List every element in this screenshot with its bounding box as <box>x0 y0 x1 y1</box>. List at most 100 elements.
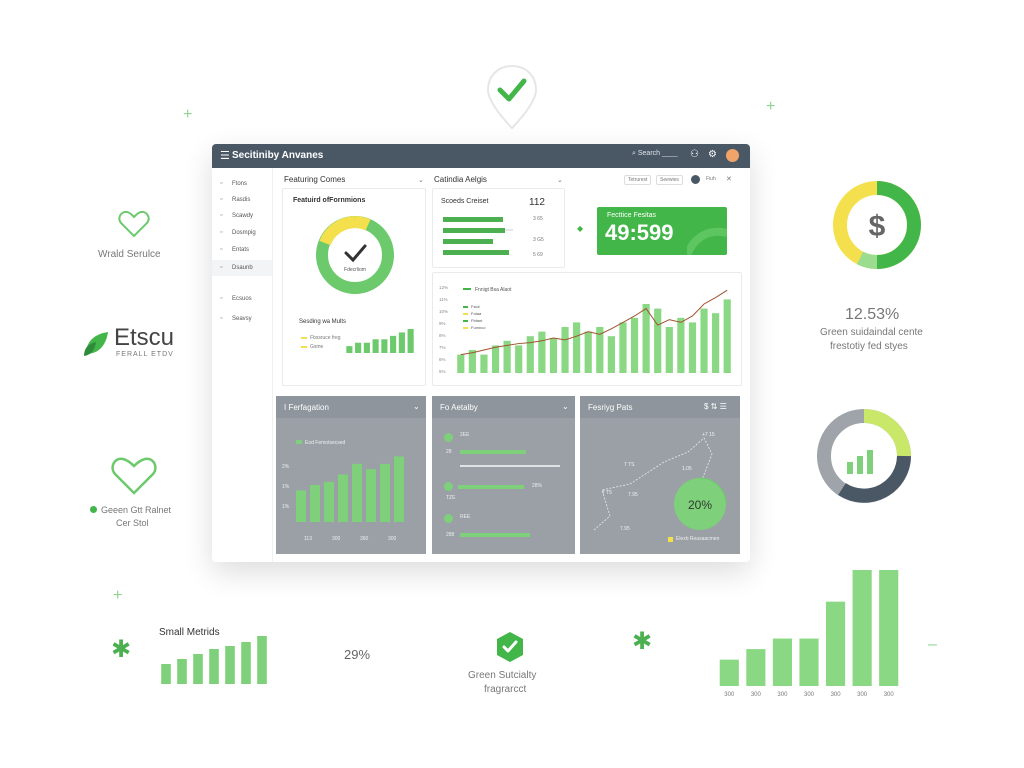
window-header: ☰ Secitiniby Anvanes ⌕ Search ____ ⚇ ⚙ <box>212 144 750 168</box>
progress-value: 5 69 <box>533 252 543 258</box>
avatar[interactable] <box>726 149 739 162</box>
main-bar <box>700 308 708 373</box>
main-bar <box>607 336 615 373</box>
panel1-ytick: 1% <box>282 484 290 490</box>
panel-header: Fo Aetalby <box>432 396 575 418</box>
progress-value: 3 G5 <box>533 237 544 243</box>
toolbar-label: Fiuh <box>706 176 716 182</box>
main-bar <box>596 327 604 373</box>
panel1-bar <box>295 490 307 522</box>
panel2-item: 28% <box>532 483 543 489</box>
donut-label: Fdecrliom <box>344 267 366 273</box>
main-bar <box>712 313 720 373</box>
network-label: +7 15 <box>702 432 715 438</box>
panel2-bar <box>460 533 530 537</box>
diamond-icon: ◆ <box>577 224 584 233</box>
panel-header: Fesriyg Pats <box>580 396 740 418</box>
sidebar-item[interactable]: ▫ Ftons <box>220 180 248 187</box>
settings-icon[interactable]: ⚙ <box>708 149 717 160</box>
sidebar-item[interactable]: ▫ Rasdis <box>220 196 251 203</box>
panel2-bar <box>460 450 526 454</box>
legend-swatch <box>463 320 468 322</box>
panel-aetalby: Fo Aetalby ⌄ 2EE 28 TZE 28% REE 288 <box>432 396 575 554</box>
main-bar <box>561 327 569 373</box>
bottom-right-bar <box>719 659 739 686</box>
chevron-down-icon[interactable]: ⌄ <box>418 177 424 184</box>
heart-icon <box>118 210 150 238</box>
shield-check-icon <box>497 632 523 662</box>
main-bar <box>480 354 488 373</box>
progress-number: 112 <box>529 197 545 208</box>
percent-donut: 20% <box>674 477 727 530</box>
main-bar <box>688 322 697 373</box>
search-input[interactable]: ⌕ Search ____ <box>632 150 678 157</box>
network-label: 7 T5 <box>602 490 612 496</box>
panel1-legend: Eod Femotsecsed <box>305 440 346 446</box>
bottom-right-bar <box>879 570 899 686</box>
main-bar <box>642 304 650 373</box>
panel2-item: 288 <box>446 532 455 538</box>
leaf-logo-icon <box>84 332 108 356</box>
main-bar <box>573 322 581 373</box>
main-bar <box>526 336 534 373</box>
mini-bar <box>398 332 405 353</box>
dark-toggle-icon[interactable] <box>691 175 700 184</box>
bottom-right-bar-chart: 300 300 300 300 300 300 300 <box>719 570 899 698</box>
toolbar-button[interactable]: Seewies <box>656 175 683 185</box>
main-bar <box>515 345 523 373</box>
highlight-label: Fecttice Fesitas <box>607 212 657 219</box>
status-dot <box>444 482 453 491</box>
panel-ferfagation: I Ferfagation ⌄ Eod Femotsecsed 2% 1% 1% 113… <box>276 396 426 554</box>
sidebar-item[interactable]: ▫ Entats <box>220 246 250 253</box>
right-percent: 12.53% <box>845 306 900 323</box>
panel1-bar <box>351 463 363 522</box>
panel1-bar <box>365 469 377 522</box>
panel2-item: 28 <box>446 449 452 455</box>
chevron-down-icon[interactable]: ⌄ <box>413 402 420 411</box>
mini-legend-1: Fbssruce freg <box>310 335 341 341</box>
main-bar <box>503 340 511 373</box>
panel1-bar <box>393 456 405 522</box>
sidebar-item[interactable]: ▫ Scawdy <box>220 212 254 219</box>
bottom-right-tick: 300 <box>777 692 788 698</box>
network-label: 7.95 <box>620 526 630 532</box>
legend-swatch <box>463 288 471 290</box>
sidebar: ▫ Ftons ▫ Rasdis ▫ Scawdy ▫ Dosmpig ▫ Entats … <box>212 168 273 562</box>
tag-icon: ▫ <box>220 229 223 236</box>
panel2-item: TZE <box>446 495 456 501</box>
mini-bar <box>372 339 379 353</box>
main-ytick: 9% <box>439 321 446 326</box>
sidebar-item[interactable]: ▫ Dsaunb <box>212 260 272 276</box>
legend-swatch <box>301 346 307 348</box>
legend-swatch <box>463 306 468 308</box>
panel-header: I Ferfagation <box>276 396 426 418</box>
world-service-label: Wrald Serulce <box>98 249 161 260</box>
network-label: 1.05 <box>682 466 692 472</box>
heart-icon <box>111 457 157 495</box>
chevron-down-icon[interactable]: ⌄ <box>557 177 563 184</box>
menu-icon[interactable]: ☰ <box>220 150 230 162</box>
green-dot <box>90 506 97 513</box>
folder-icon: ▫ <box>220 295 223 302</box>
main-bar <box>468 350 476 373</box>
close-icon[interactable]: ✕ <box>726 176 732 183</box>
panel-actions[interactable]: $ ⇅ ☰ <box>704 402 727 411</box>
main-bar <box>630 317 639 373</box>
sidebar-item[interactable]: ▫ Ecsuos <box>220 295 252 302</box>
mini-bar <box>346 346 353 353</box>
mini-legend-2: Gsme <box>310 344 324 350</box>
main-bar <box>665 327 673 373</box>
sidebar-item[interactable]: ▫ Dosmpig <box>220 229 256 236</box>
chart-icon: ▫ <box>220 196 223 203</box>
section-title-featuring: Featuring Comes <box>284 175 346 184</box>
small-metric-bar <box>241 642 251 684</box>
sidebar-item[interactable]: ▫ Seavsy <box>220 315 252 322</box>
legend-swatch <box>668 537 673 542</box>
toolbar-button[interactable]: Tetrurest <box>624 175 652 185</box>
donut-percent: 20% <box>688 498 712 512</box>
chevron-down-icon[interactable]: ⌄ <box>562 402 569 411</box>
user-icon[interactable]: ⚇ <box>690 149 699 160</box>
main-ytick: 11% <box>439 297 448 302</box>
progress-card: Scoeds Creiset 112 3 65 3 G5 5 69 <box>432 188 565 268</box>
list-icon: ▫ <box>220 246 223 253</box>
